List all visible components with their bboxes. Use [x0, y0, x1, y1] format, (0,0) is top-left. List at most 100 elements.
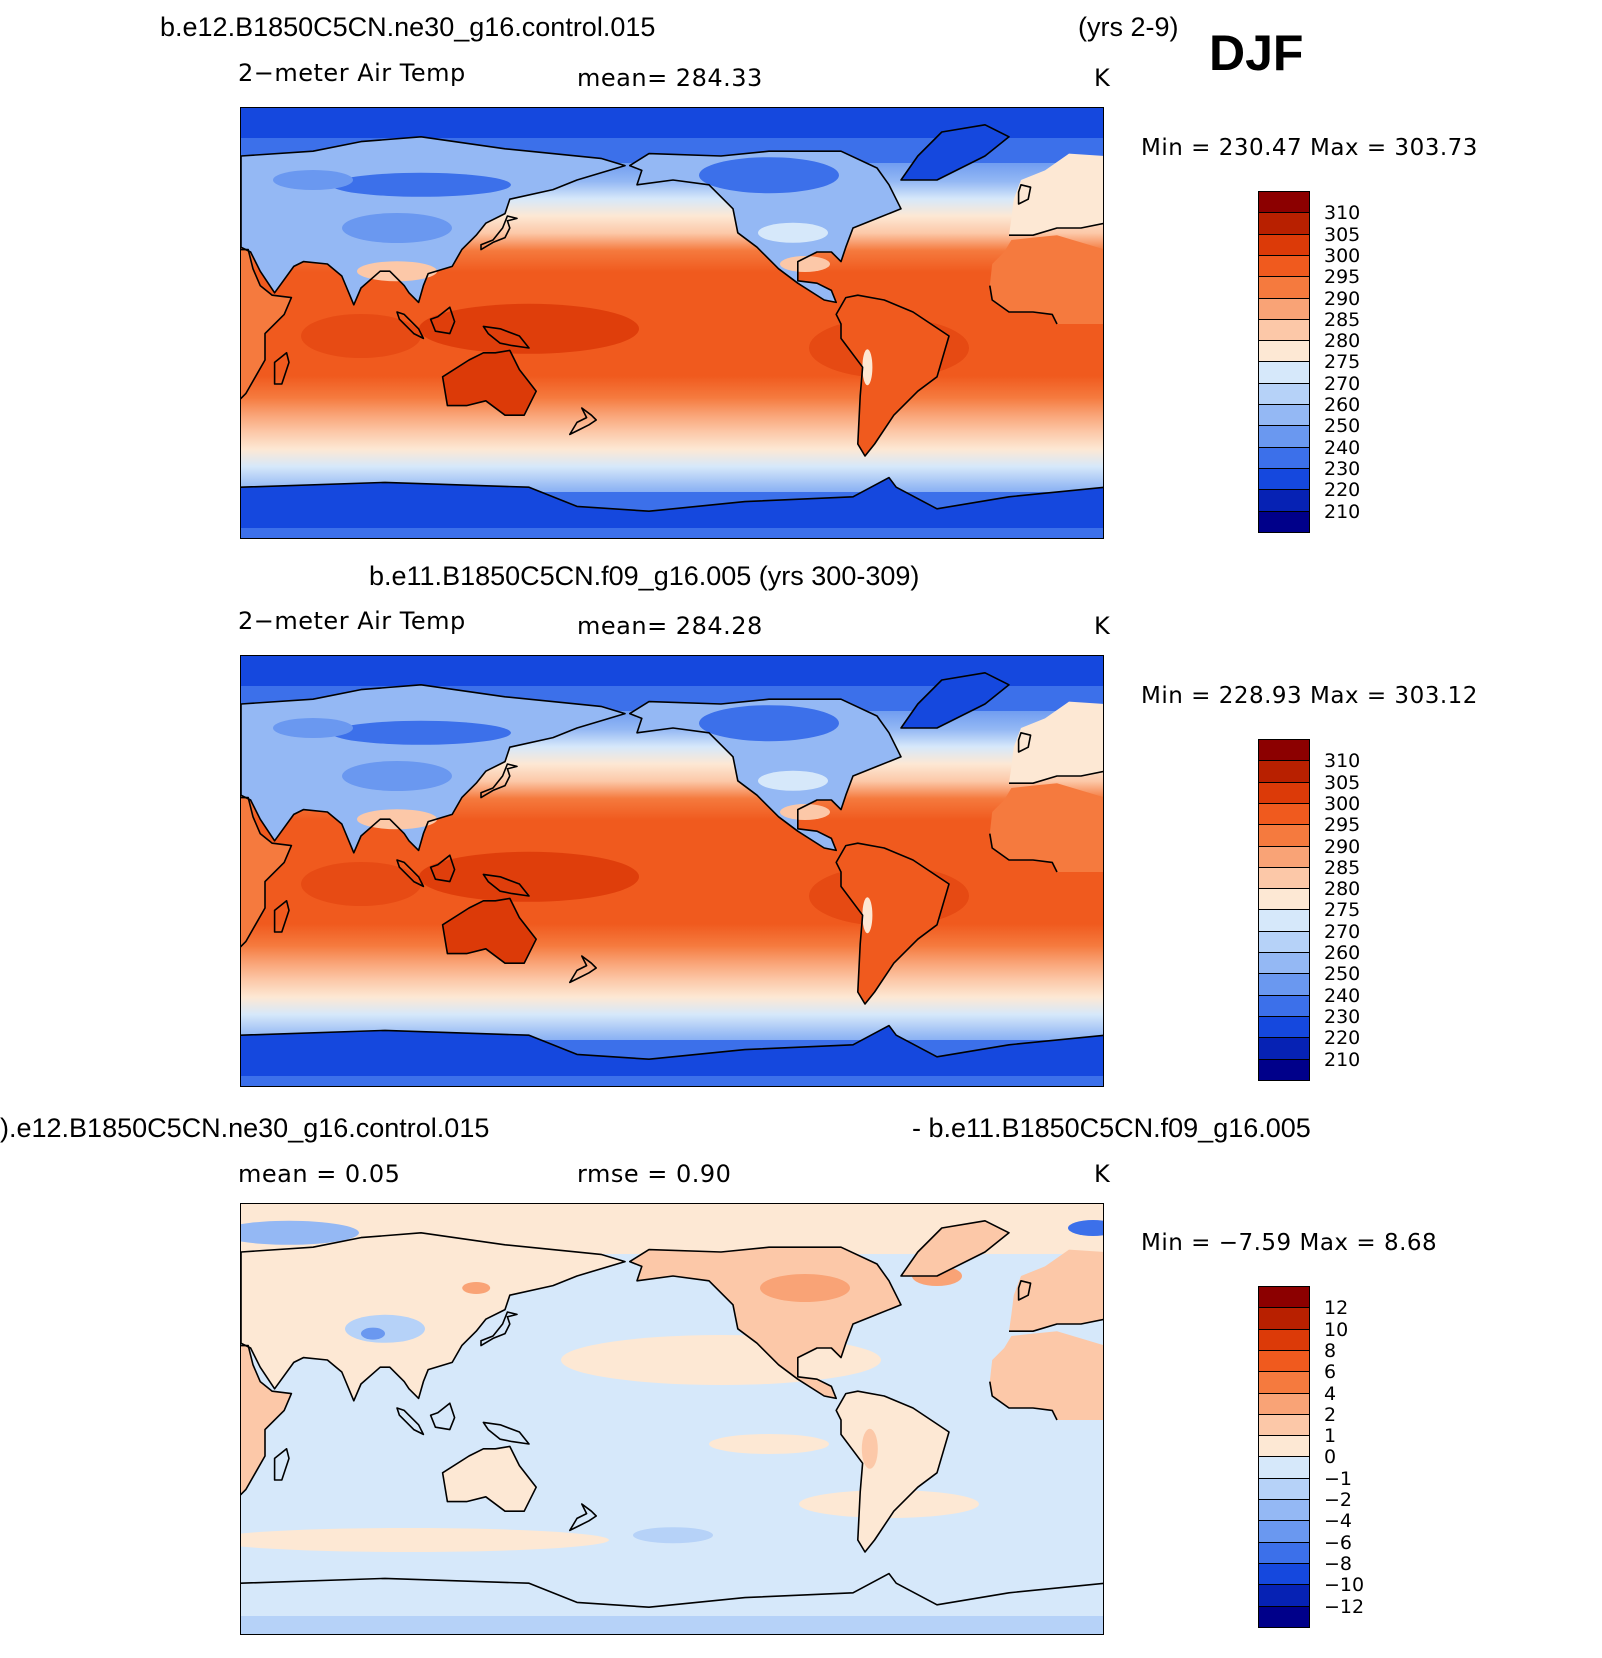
panel3-map: [240, 1203, 1104, 1635]
colorbar-segment: [1258, 930, 1310, 954]
panel1-title-right: (yrs 2-9): [1078, 12, 1179, 42]
colorbar-segment: [1258, 888, 1310, 911]
colorbar-label: 210: [1324, 1048, 1361, 1071]
colorbar-label: 4: [1324, 1382, 1337, 1405]
colorbar-segment: [1258, 802, 1310, 826]
colorbar-segment: [1258, 1520, 1310, 1544]
colorbar-label: 300: [1324, 792, 1361, 815]
colorbar-segment: [1258, 1286, 1310, 1309]
colorbar-label: 310: [1324, 202, 1361, 225]
colorbar-label: 230: [1324, 457, 1361, 480]
colorbar-label: 1: [1324, 1425, 1337, 1448]
panel3-title-right: - b.e11.B1850C5CN.f09_g16.005: [912, 1113, 1311, 1143]
colorbar-label: 295: [1324, 814, 1361, 837]
colorbar-segment: [1258, 276, 1310, 299]
colorbar-segment: [1258, 382, 1310, 406]
panel2-minmax-label: Min = 228.93 Max = 303.12: [1141, 683, 1478, 709]
colorbar-label: 310: [1324, 750, 1361, 773]
colorbar-segment: [1258, 909, 1310, 933]
colorbar-segment: [1258, 212, 1310, 236]
colorbar-label: 295: [1324, 266, 1361, 289]
colorbar-label: −1: [1324, 1467, 1353, 1490]
colorbar-label: 305: [1324, 223, 1361, 246]
colorbar-label: 2: [1324, 1403, 1337, 1426]
colorbar-segment: [1258, 739, 1310, 762]
colorbar-segment: [1258, 1328, 1310, 1352]
colorbar-segment: [1258, 233, 1310, 257]
colorbar-segment: [1258, 340, 1310, 363]
colorbar-segment: [1258, 254, 1310, 278]
panel3-mean-label: mean = 0.05: [238, 1160, 401, 1188]
colorbar-label: 300: [1324, 244, 1361, 267]
panel1-minmax-label: Min = 230.47 Max = 303.73: [1141, 135, 1478, 161]
colorbar-segment: [1258, 318, 1310, 342]
colorbar-segment: [1258, 446, 1310, 470]
panel3-title-left: ).e12.B1850C5CN.ne30_g16.control.015: [0, 1113, 490, 1143]
colorbar-segment: [1258, 425, 1310, 449]
panel1-units-label: K: [1094, 64, 1111, 92]
panel2-title: b.e11.B1850C5CN.f09_g16.005 (yrs 300-309…: [369, 561, 920, 591]
colorbar-segment: [1258, 297, 1310, 321]
colorbar-label: 10: [1324, 1318, 1349, 1341]
colorbar-segment: [1258, 1307, 1310, 1331]
colorbar-label: 220: [1324, 479, 1361, 502]
colorbar-label: 240: [1324, 984, 1361, 1007]
colorbar-label: 6: [1324, 1361, 1337, 1384]
colorbar-segment: [1258, 994, 1310, 1018]
colorbar-label: 8: [1324, 1339, 1337, 1362]
colorbar-segment: [1258, 1584, 1310, 1607]
colorbar-segment: [1258, 510, 1310, 534]
colorbar-label: 285: [1324, 308, 1361, 331]
colorbar-segment: [1258, 404, 1310, 427]
colorbar-segment: [1258, 1456, 1310, 1480]
colorbar-segment: [1258, 1015, 1310, 1039]
colorbar-segment: [1258, 760, 1310, 784]
panel3-units-label: K: [1094, 1160, 1111, 1188]
colorbar-segment: [1258, 824, 1310, 847]
colorbar-label: 12: [1324, 1297, 1349, 1320]
colorbar-label: −4: [1324, 1510, 1353, 1533]
colorbar-label: 290: [1324, 835, 1361, 858]
colorbar-segment: [1258, 1371, 1310, 1394]
colorbar-segment: [1258, 1562, 1310, 1586]
panel2-mean-label: mean= 284.28: [577, 612, 763, 640]
colorbar-segment: [1258, 973, 1310, 997]
colorbar-segment: [1258, 467, 1310, 491]
colorbar-label: 220: [1324, 1027, 1361, 1050]
panel2-units-label: K: [1094, 612, 1111, 640]
colorbar-segment: [1258, 952, 1310, 975]
colorbar-label: 260: [1324, 394, 1361, 416]
colorbar-label: 230: [1324, 1005, 1361, 1028]
panel3-rmse-label: rmse = 0.90: [577, 1160, 732, 1188]
colorbar-label: 250: [1324, 415, 1361, 438]
colorbar-segment: [1258, 845, 1310, 869]
panel1-mean-label: mean= 284.33: [577, 64, 763, 92]
season-label: DJF: [1209, 25, 1304, 81]
panel1-title-left: b.e12.B1850C5CN.ne30_g16.control.015: [160, 12, 656, 42]
colorbar-label: 280: [1324, 878, 1361, 901]
colorbar-label: 290: [1324, 287, 1361, 310]
colorbar-label: 275: [1324, 351, 1361, 374]
colorbar-label: −6: [1324, 1531, 1353, 1554]
colorbar-label: 250: [1324, 963, 1361, 986]
colorbar-segment: [1258, 1349, 1310, 1373]
colorbar-label: 285: [1324, 856, 1361, 879]
colorbar-label: 210: [1324, 500, 1361, 523]
colorbar-segment: [1258, 1477, 1310, 1501]
colorbar-label: 275: [1324, 899, 1361, 922]
colorbar-label: 270: [1324, 372, 1361, 395]
colorbar-segment: [1258, 1435, 1310, 1458]
colorbar-segment: [1258, 1499, 1310, 1522]
colorbar-segment: [1258, 191, 1310, 214]
colorbar-label: −2: [1324, 1489, 1353, 1511]
colorbar-segment: [1258, 781, 1310, 805]
colorbar-label: 260: [1324, 942, 1361, 964]
colorbar-label: 280: [1324, 330, 1361, 353]
panel2-map: [240, 655, 1104, 1087]
colorbar-segment: [1258, 1541, 1310, 1565]
colorbar-segment: [1258, 866, 1310, 890]
colorbar-segment: [1258, 489, 1310, 512]
panel1-variable-label: 2−meter Air Temp: [238, 59, 466, 87]
colorbar-label: 240: [1324, 436, 1361, 459]
panel1-map: [240, 107, 1104, 539]
